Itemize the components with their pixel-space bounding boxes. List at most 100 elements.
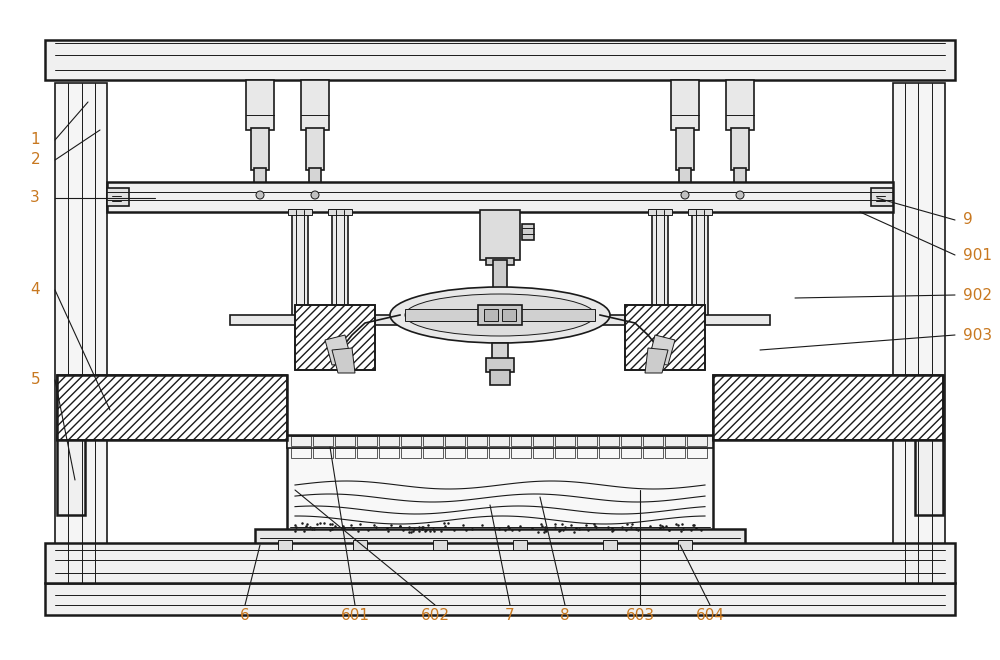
Text: 5: 5 (30, 372, 40, 387)
Bar (621, 436, 641, 446)
Bar (493, 260, 507, 290)
Bar (713, 375, 943, 440)
Circle shape (736, 191, 744, 199)
Bar (555, 448, 575, 458)
Bar (57, 375, 287, 440)
Bar (678, 540, 692, 550)
Polygon shape (325, 335, 352, 365)
Bar (445, 448, 465, 458)
Bar (379, 448, 399, 458)
Bar (486, 258, 514, 265)
Bar (45, 40, 955, 80)
Bar (489, 448, 509, 458)
Polygon shape (648, 335, 675, 365)
Bar (288, 209, 312, 215)
Bar (676, 128, 694, 170)
Ellipse shape (390, 287, 610, 343)
Text: 3: 3 (30, 191, 40, 205)
Bar (291, 436, 311, 446)
Bar (734, 168, 746, 185)
Bar (379, 436, 399, 446)
Bar (871, 188, 893, 206)
Text: 8: 8 (560, 607, 570, 622)
Bar (306, 128, 324, 170)
Bar (665, 436, 685, 446)
Bar (625, 305, 705, 370)
Bar (423, 448, 443, 458)
Bar (681, 184, 689, 192)
Bar (687, 448, 707, 458)
Text: 604: 604 (696, 607, 724, 622)
Bar (484, 309, 498, 321)
Bar (405, 309, 595, 321)
Bar (915, 435, 943, 515)
Bar (603, 540, 617, 550)
Bar (254, 168, 266, 185)
Bar (230, 315, 770, 325)
Bar (45, 543, 955, 583)
Bar (893, 83, 945, 583)
Text: 6: 6 (240, 607, 250, 622)
Bar (433, 540, 447, 550)
Bar (256, 184, 264, 192)
Bar (357, 448, 377, 458)
Bar (311, 184, 319, 192)
Bar (45, 583, 955, 615)
Bar (713, 375, 943, 440)
Bar (652, 210, 668, 320)
Bar (533, 448, 553, 458)
Bar (291, 448, 311, 458)
Text: 903: 903 (963, 327, 992, 343)
Bar (55, 83, 107, 583)
Bar (295, 305, 375, 370)
Bar (555, 436, 575, 446)
Bar (688, 209, 712, 215)
Text: 9: 9 (963, 213, 973, 228)
Bar (301, 80, 329, 130)
Bar (57, 375, 287, 440)
Polygon shape (332, 348, 355, 373)
Bar (502, 309, 516, 321)
Bar (486, 358, 514, 372)
Bar (643, 436, 663, 446)
Text: 601: 601 (340, 607, 370, 622)
Bar (278, 540, 292, 550)
Circle shape (311, 191, 319, 199)
Bar (643, 448, 663, 458)
Bar (736, 184, 744, 192)
Bar (335, 436, 355, 446)
Circle shape (681, 191, 689, 199)
Bar (107, 182, 893, 212)
Bar (478, 305, 522, 325)
Text: 901: 901 (963, 248, 992, 263)
Bar (599, 436, 619, 446)
Text: 902: 902 (963, 288, 992, 302)
Text: 1: 1 (30, 133, 40, 147)
Bar (533, 436, 553, 446)
Bar (287, 436, 713, 448)
Bar (625, 305, 705, 370)
Bar (467, 436, 487, 446)
Bar (313, 448, 333, 458)
Bar (726, 80, 754, 130)
Bar (107, 188, 129, 206)
Bar (328, 209, 352, 215)
Bar (309, 168, 321, 185)
Text: 7: 7 (505, 607, 515, 622)
Bar (577, 436, 597, 446)
Bar (445, 436, 465, 446)
Bar (332, 210, 348, 320)
Bar (251, 128, 269, 170)
Bar (671, 80, 699, 130)
Polygon shape (645, 348, 668, 373)
Bar (57, 435, 85, 515)
Text: 603: 603 (625, 607, 655, 622)
Bar (665, 448, 685, 458)
Bar (648, 209, 672, 215)
Bar (480, 210, 520, 260)
Bar (731, 128, 749, 170)
Bar (692, 210, 708, 320)
Bar (577, 448, 597, 458)
Bar (246, 80, 274, 130)
Text: 4: 4 (30, 282, 40, 298)
